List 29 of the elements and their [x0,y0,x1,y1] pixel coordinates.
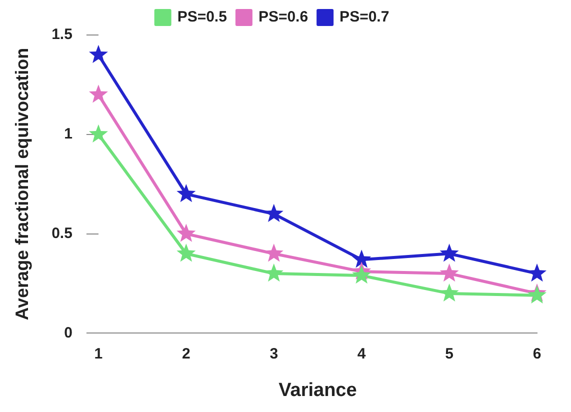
x-tick-label: 1 [94,345,103,362]
legend-label: PS=0.7 [340,8,390,26]
point [440,244,459,262]
point [88,124,108,142]
legend-label: PS=0.5 [177,8,227,26]
y-axis-title: Average fractional equivocation [12,48,32,320]
x-tick-label: 5 [445,345,454,362]
point [176,184,196,202]
point [440,283,459,302]
y-tick-label: 0.5 [52,224,72,242]
y-tick-label: 1.5 [52,26,72,44]
point [440,264,459,282]
x-tick-label: 3 [270,345,278,362]
point [264,204,284,222]
point [176,224,196,242]
x-tick-label: 2 [182,345,190,362]
point [176,244,196,262]
x-tick-label: 4 [357,345,366,362]
point [352,250,372,268]
y-tick-label: 1 [64,126,72,143]
point [88,44,108,63]
point [264,264,284,282]
y-tick-label: 0 [64,324,72,342]
legend-label: PS=0.6 [258,8,308,26]
x-axis-title: Variance [278,380,357,401]
point [352,266,372,284]
x-tick-label: 6 [532,345,542,362]
point [527,264,547,282]
point [88,84,108,103]
